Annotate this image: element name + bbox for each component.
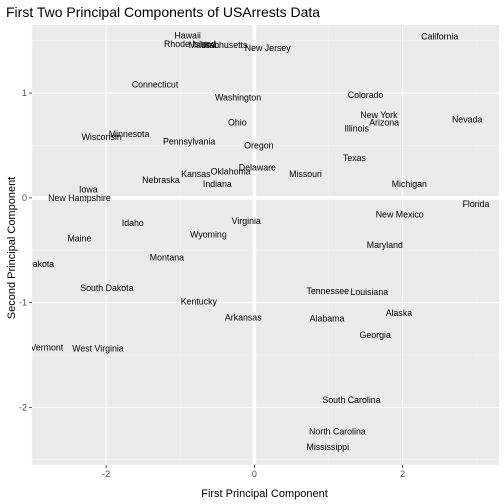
plot-panel: [31, 25, 499, 465]
y-axis-ticks: -2 -1 0 1: [19, 88, 32, 412]
chart-title: First Two Principal Components of USArre…: [6, 4, 320, 20]
state-label: California: [421, 32, 458, 42]
state-label: New Mexico: [376, 210, 424, 220]
state-label: Michigan: [392, 179, 427, 189]
x-tick-label: -2: [102, 469, 110, 479]
state-label: Louisiana: [350, 287, 388, 297]
state-label: Pennsylvania: [163, 136, 215, 146]
x-axis-ticks: -2 0 2: [102, 465, 405, 479]
state-label: Kansas: [181, 169, 211, 179]
state-label: Wisconsin: [82, 132, 122, 142]
state-label: Texas: [343, 153, 367, 163]
state-label: Utah: [201, 40, 220, 50]
state-label: Alabama: [310, 313, 345, 323]
state-label: Mississippi: [307, 442, 350, 452]
state-label: Oregon: [244, 140, 273, 150]
state-label: New York: [360, 110, 398, 120]
y-tick-label: -2: [19, 402, 27, 412]
state-label: Delaware: [239, 162, 276, 172]
state-label: Nebraska: [142, 175, 180, 185]
state-label: Iowa: [79, 184, 98, 194]
state-label: Connecticut: [132, 80, 179, 90]
state-label: Maryland: [367, 240, 403, 250]
state-label: North Carolina: [309, 426, 366, 436]
state-label: Georgia: [360, 330, 391, 340]
state-label: Wyoming: [190, 230, 227, 240]
state-label: Idaho: [122, 218, 144, 228]
y-tick-label: 0: [22, 193, 27, 203]
y-axis-title: Second Principal Component: [6, 177, 18, 319]
state-label: Nevada: [452, 114, 482, 124]
state-label: Massachusetts: [189, 40, 248, 50]
state-label: South Dakota: [80, 283, 133, 293]
state-label: New Jersey: [245, 43, 292, 53]
state-label: Montana: [150, 253, 184, 263]
state-label: Washington: [215, 92, 261, 102]
state-label: South Carolina: [322, 395, 380, 405]
state-label: Vermont: [30, 343, 63, 353]
state-label: Virginia: [232, 216, 261, 226]
state-label: Alaska: [386, 308, 413, 318]
state-label: Ohio: [228, 117, 247, 127]
state-label: Hawaii: [174, 30, 200, 40]
x-tick-label: 2: [400, 469, 405, 479]
y-tick-label: 1: [22, 88, 27, 98]
state-label: Illinois: [344, 124, 369, 134]
x-axis-title: First Principal Component: [201, 488, 328, 500]
state-label: Kentucky: [181, 297, 218, 307]
state-label: Indiana: [203, 179, 232, 189]
state-label: Oklahoma: [211, 167, 251, 177]
state-label: Arizona: [369, 117, 399, 127]
state-label: Minnesota: [109, 129, 150, 139]
state-label: West Virginia: [72, 344, 124, 354]
state-label: Arkansas: [225, 312, 262, 322]
state-label: Rhode Island: [164, 39, 216, 49]
panel-background: [32, 25, 499, 465]
x-tick-label: 0: [252, 469, 257, 479]
state-label: Tennessee: [306, 286, 349, 296]
state-label: Missouri: [289, 169, 322, 179]
y-tick-label: -1: [19, 298, 27, 308]
state-label: New Hampshire: [48, 193, 111, 203]
state-label: Maine: [67, 234, 91, 244]
state-label: Florida: [463, 199, 490, 209]
state-label: North Dakota: [2, 259, 54, 269]
state-label: Colorado: [348, 90, 384, 100]
